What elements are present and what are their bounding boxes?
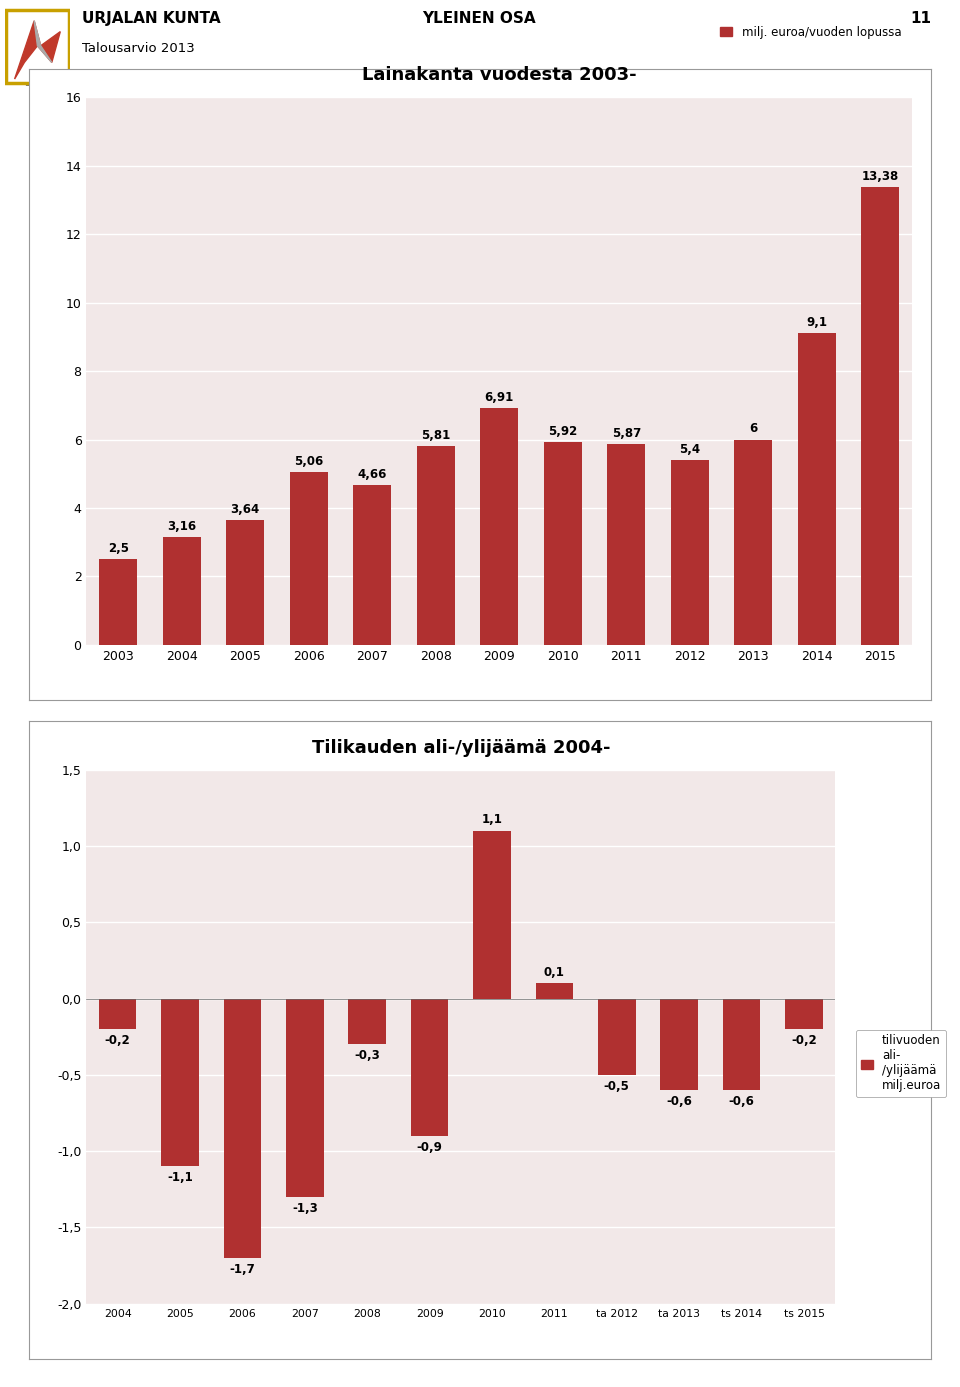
Bar bbox=[671, 460, 708, 645]
Bar bbox=[480, 408, 518, 645]
Bar bbox=[734, 440, 772, 645]
Text: 13,38: 13,38 bbox=[862, 169, 899, 183]
Text: Taloussuunnitelma 2013-15: Taloussuunnitelma 2013-15 bbox=[82, 74, 266, 86]
Bar bbox=[785, 999, 823, 1029]
Text: -0,2: -0,2 bbox=[105, 1033, 131, 1047]
Bar bbox=[227, 520, 264, 645]
Bar bbox=[162, 537, 201, 645]
Text: 5,06: 5,06 bbox=[294, 455, 324, 467]
Text: -1,7: -1,7 bbox=[229, 1262, 255, 1276]
Text: -0,6: -0,6 bbox=[729, 1094, 755, 1108]
Bar bbox=[348, 999, 386, 1044]
Text: -1,3: -1,3 bbox=[292, 1201, 318, 1215]
Text: URJALA: URJALA bbox=[24, 82, 51, 86]
Text: -0,9: -0,9 bbox=[417, 1140, 443, 1154]
Text: 3,64: 3,64 bbox=[230, 503, 260, 516]
Text: 6,91: 6,91 bbox=[485, 391, 514, 404]
Legend: milj. euroa/vuoden lopussa: milj. euroa/vuoden lopussa bbox=[716, 21, 906, 43]
Bar bbox=[99, 559, 137, 645]
Bar bbox=[660, 999, 698, 1090]
Text: 5,92: 5,92 bbox=[548, 426, 577, 438]
Bar bbox=[353, 485, 392, 645]
Bar bbox=[473, 831, 511, 999]
Text: 4,66: 4,66 bbox=[357, 469, 387, 481]
Text: 1,1: 1,1 bbox=[482, 813, 502, 827]
Text: -0,5: -0,5 bbox=[604, 1079, 630, 1093]
Title: Lainakanta vuodesta 2003-: Lainakanta vuodesta 2003- bbox=[362, 67, 636, 85]
Bar bbox=[536, 983, 573, 999]
Text: -1,1: -1,1 bbox=[167, 1171, 193, 1184]
Bar bbox=[543, 442, 582, 645]
Polygon shape bbox=[14, 21, 60, 79]
Text: 9,1: 9,1 bbox=[806, 316, 828, 329]
Text: Talousarvio 2013: Talousarvio 2013 bbox=[82, 43, 194, 55]
Text: 2,5: 2,5 bbox=[108, 542, 129, 555]
Text: -0,2: -0,2 bbox=[791, 1033, 817, 1047]
Text: URJALAN KUNTA: URJALAN KUNTA bbox=[82, 11, 220, 26]
Bar bbox=[411, 999, 448, 1136]
Bar bbox=[607, 444, 645, 645]
Text: -0,3: -0,3 bbox=[354, 1049, 380, 1062]
Polygon shape bbox=[35, 21, 52, 62]
Legend: tilivuoden
ali-
/ylijäämä
milj.euroa: tilivuoden ali- /ylijäämä milj.euroa bbox=[856, 1029, 946, 1097]
Text: -0,6: -0,6 bbox=[666, 1094, 692, 1108]
Text: 5,81: 5,81 bbox=[421, 429, 450, 442]
Title: Tilikauden ali-/ylijäämä 2004-: Tilikauden ali-/ylijäämä 2004- bbox=[312, 739, 610, 757]
Bar bbox=[224, 999, 261, 1258]
Bar bbox=[861, 187, 900, 645]
Text: 0,1: 0,1 bbox=[544, 965, 564, 979]
Text: 5,4: 5,4 bbox=[679, 442, 700, 456]
Text: 5,87: 5,87 bbox=[612, 427, 641, 440]
Bar bbox=[286, 999, 324, 1197]
Text: 3,16: 3,16 bbox=[167, 520, 196, 533]
Text: 6: 6 bbox=[749, 423, 757, 436]
Bar bbox=[798, 333, 836, 645]
Bar bbox=[6, 10, 69, 83]
Bar bbox=[417, 447, 455, 645]
Bar bbox=[290, 472, 327, 645]
Text: YLEINEN OSA: YLEINEN OSA bbox=[422, 11, 536, 26]
Bar bbox=[598, 999, 636, 1075]
Bar bbox=[161, 999, 199, 1166]
Bar bbox=[723, 999, 760, 1090]
Text: 11: 11 bbox=[910, 11, 931, 26]
Bar bbox=[99, 999, 136, 1029]
